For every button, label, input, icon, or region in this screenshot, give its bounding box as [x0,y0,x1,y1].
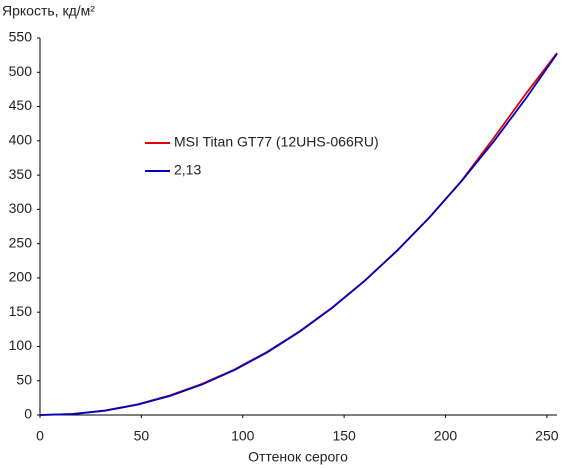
series-line [39,53,558,416]
series-line [39,52,558,416]
x-tick-label: 250 [535,428,559,444]
y-tick-label: 500 [9,63,33,79]
x-tick-label: 50 [134,428,150,444]
y-tick-label: 50 [16,371,32,387]
x-tick-label: 100 [231,428,255,444]
x-axis-label: Оттенок серого [248,449,348,465]
x-tick-label: 0 [36,428,44,444]
y-tick-label: 400 [9,132,33,148]
y-tick-label: 200 [9,269,33,285]
y-tick-label: 450 [9,97,33,113]
y-axis-label: Яркость, кд/м² [2,3,95,19]
x-tick-label: 200 [434,428,458,444]
legend-label: 2,13 [174,162,201,178]
legend-label: MSI Titan GT77 (12UHS-066RU) [174,134,379,150]
x-tick-label: 150 [332,428,356,444]
y-tick-label: 350 [9,166,33,182]
y-tick-label: 550 [9,29,33,45]
y-tick-label: 100 [9,337,33,353]
y-tick-label: 0 [24,406,32,422]
y-tick-label: 250 [9,234,33,250]
y-tick-label: 300 [9,200,33,216]
y-tick-label: 150 [9,303,33,319]
